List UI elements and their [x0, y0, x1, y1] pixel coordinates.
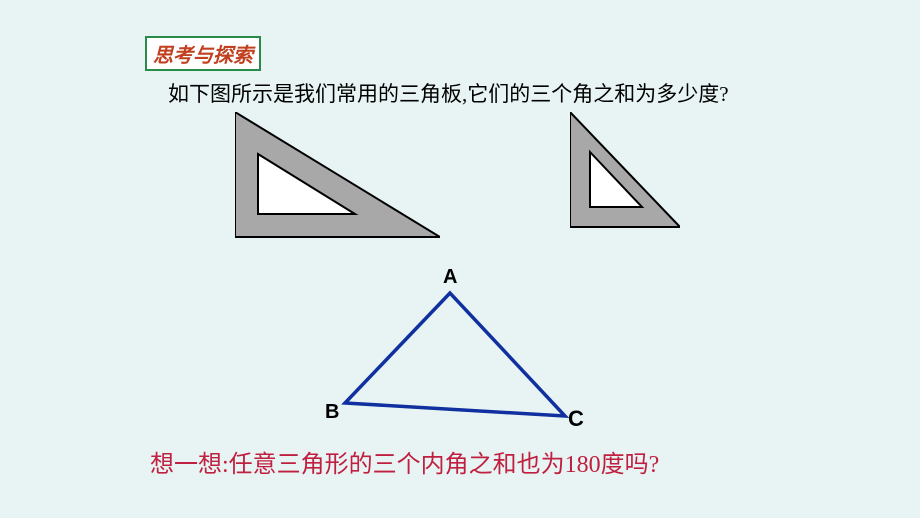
set-square-1: [235, 112, 440, 239]
think-prompt: 想一想:任意三角形的三个内角之和也为180度吗?: [150, 444, 659, 479]
triangle-abc-shape: [345, 293, 565, 416]
triangle-abc: [330, 268, 590, 428]
question-text: 如下图所示是我们常用的三角板,它们的三个角之和为多少度?: [168, 78, 729, 108]
vertex-label-c: C: [568, 406, 584, 432]
set-square-2: [570, 112, 680, 229]
vertex-label-a: A: [443, 266, 457, 289]
vertex-label-b: B: [325, 401, 339, 424]
set-squares-row: [235, 112, 680, 239]
labeled-triangle: A B C: [330, 268, 590, 433]
section-badge: 思考与探索: [145, 36, 261, 71]
set-square-2-outer: [570, 112, 680, 227]
